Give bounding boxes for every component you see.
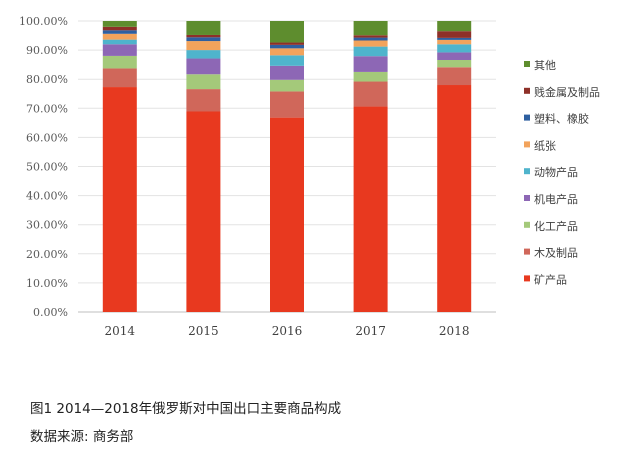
bar-segment [186,37,221,42]
bar-segment [270,48,304,56]
bar-segment [437,67,472,86]
bar-segment [102,55,137,69]
bar-segment [353,81,388,107]
bar-segment [270,21,304,43]
bar-segment [186,111,221,312]
legend-swatch [524,141,530,148]
x-tick-label: 2014 [105,324,136,338]
y-tick-label: 30.00% [26,219,68,232]
bar-segment [186,21,221,35]
y-tick-label: 10.00% [26,277,68,290]
bar-segment [102,21,137,27]
x-tick-label: 2017 [355,324,386,338]
bar-segment [186,89,221,112]
bar-segment [353,71,388,82]
bar-segment [353,37,388,41]
stacked-bar-chart: 0.00% 10.00% 20.00% 30.00% 40.00% 50.00% 60.00… [19,15,600,338]
legend-label: 其他 [534,59,556,72]
legend-swatch [524,61,530,67]
bar-segment [353,46,388,57]
bar-segment [353,21,388,36]
bar-segment [437,52,472,60]
legend-swatch [524,168,530,175]
bar-segment [353,106,388,312]
bar-segment [102,30,137,34]
bars [102,21,472,313]
y-tick-label: 20.00% [26,248,68,261]
bar-segment [353,40,388,47]
bar-segment [437,39,472,45]
legend-label: 矿产品 [534,272,567,286]
bar-segment [186,41,221,51]
bar-segment [270,79,304,92]
legend-label: 木及制品 [534,247,578,260]
bar-segment [102,39,137,45]
bar-segment [437,37,472,40]
legend-swatch [524,195,530,201]
x-tick-label: 2015 [188,324,219,338]
bar-segment [102,87,137,312]
x-axis-ticks: 2014 2015 2016 2017 2018 [105,324,470,338]
bar-segment [186,50,221,59]
bar-segment [437,44,472,53]
y-axis-ticks: 0.00% 10.00% 20.00% 30.00% 40.00% 50.00% 60.00… [19,15,68,319]
y-tick-label: 70.00% [26,102,68,115]
bar-segment [270,42,304,45]
y-tick-label: 50.00% [26,161,68,174]
legend-swatch [524,114,530,121]
bar-segment [102,26,137,31]
legend-label: 纸张 [534,139,556,152]
bar-segment [102,33,137,40]
bar-segment [270,117,304,312]
bar-segment [437,21,472,32]
bar-segment [186,58,221,75]
y-tick-label: 0.00% [33,306,68,319]
legend-swatch [524,87,530,94]
bar-segment [102,44,137,56]
y-tick-label: 90.00% [26,44,68,57]
legend-swatch [524,275,530,282]
bar-segment [270,44,304,49]
y-tick-label: 40.00% [26,190,68,203]
data-source: 数据来源: 商务部 [30,429,134,445]
bar-segment [353,35,388,38]
y-tick-label: 100.00% [19,15,68,28]
legend-swatch [524,248,530,255]
bar-segment [437,85,472,313]
legend-swatch [524,221,530,228]
bar-segment [270,91,304,118]
bar-segment [186,74,221,90]
y-tick-label: 60.00% [26,131,68,144]
figure-caption: 图1 2014—2018年俄罗斯对中国出口主要商品构成 [30,401,342,417]
y-tick-label: 80.00% [26,73,68,86]
legend-label: 动物产品 [534,165,578,179]
bar-segment [270,65,304,80]
legend-label: 机电产品 [534,192,578,206]
bar-segment [102,68,137,88]
legend-label: 化工产品 [534,219,578,233]
bar-segment [437,59,472,68]
bar-segment [437,31,472,38]
bar-segment [186,34,221,38]
x-tick-label: 2016 [272,324,303,338]
bar-segment [270,55,304,66]
x-tick-label: 2018 [439,324,470,338]
legend-label: 贱金属及制品 [534,85,600,99]
legend-label: 塑料、橡胶 [534,112,589,126]
bar-segment [353,56,388,72]
